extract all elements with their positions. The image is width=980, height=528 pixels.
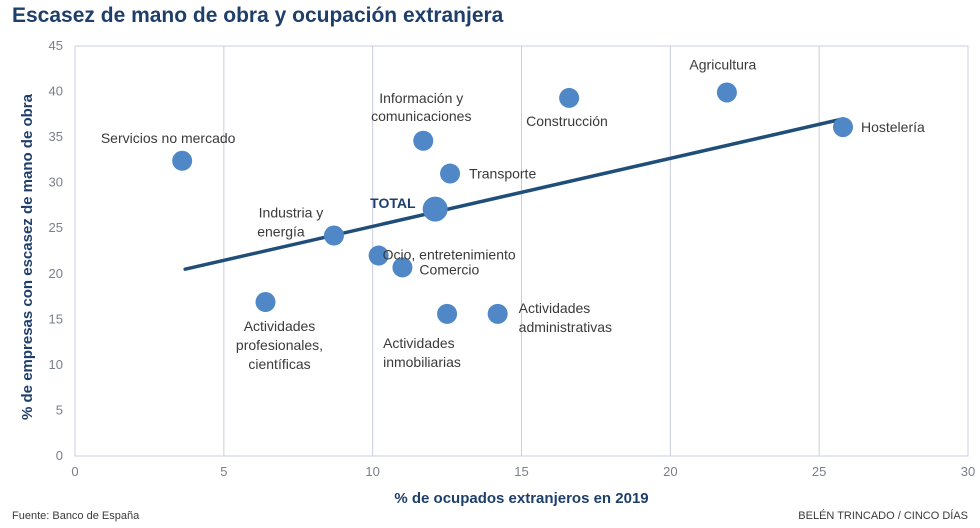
chart-title: Escasez de mano de obra y ocupación extr… [12,4,504,27]
y-axis-title: % de empresas con escasez de mano de obr… [19,93,36,420]
data-point [413,130,434,151]
data-label: TOTAL [370,195,416,211]
data-point [323,225,344,246]
data-point [392,257,413,278]
data-label: Información y [379,90,463,106]
x-tick-label: 20 [663,464,677,479]
data-labels: Servicios no mercado Actividades profesion… [101,56,925,372]
data-point [559,87,580,108]
y-tick-label: 30 [49,175,63,190]
x-tick-label: 25 [812,464,826,479]
data-label: inmobiliarias [383,354,461,370]
data-label: científicas [248,356,310,372]
data-point [368,245,389,266]
data-point [440,163,461,184]
x-tick-label: 15 [514,464,528,479]
data-label: Actividades [519,300,591,316]
y-tick-label: 45 [49,38,63,53]
data-point [716,82,737,103]
data-label: Agricultura [689,56,756,72]
credit-note: BELÉN TRINCADO / CINCO DÍAS [798,510,968,522]
data-label: Actividades [383,335,455,351]
y-tick-label: 0 [56,448,63,463]
x-tick-label: 30 [961,464,975,479]
data-label: Transporte [469,166,536,182]
data-point [172,150,193,171]
plot-frame [74,45,969,457]
x-tick-label: 5 [220,464,227,479]
y-tick-label: 20 [49,266,63,281]
data-label: energía [257,224,305,240]
tick-labels: 0 5 10 15 20 25 30 0 5 10 15 20 25 30 35 40 45 [49,38,976,479]
data-point [832,117,853,138]
data-label: administrativas [519,319,612,335]
y-tick-label: 25 [49,220,63,235]
x-tick-label: 10 [365,464,379,479]
axes [74,45,969,457]
data-label: Comercio [419,261,479,277]
data-point [422,196,448,222]
data-point [487,303,508,324]
x-tick-label: 0 [71,464,78,479]
trend-line-group [183,117,845,271]
grid-lines [223,46,820,456]
data-label: Servicios no mercado [101,130,236,146]
source-note: Fuente: Banco de España [12,510,140,522]
data-label: profesionales, [236,337,323,353]
data-label: Ocio, entretenimiento [383,247,516,263]
y-tick-label: 15 [49,311,63,326]
data-label: Construcción [526,113,608,129]
x-axis-title: % de ocupados extranjeros en 2019 [394,490,648,507]
data-points [172,82,853,324]
trend-line [183,117,845,271]
data-point [437,303,458,324]
data-label: Industria y [259,205,324,221]
data-label: comunicaciones [371,108,471,124]
y-tick-label: 5 [56,402,63,417]
y-tick-label: 10 [49,357,63,372]
y-tick-label: 40 [49,84,63,99]
data-point [255,292,276,313]
data-label: Actividades [244,318,316,334]
y-tick-label: 35 [49,129,63,144]
data-label: Hostelería [861,119,925,135]
